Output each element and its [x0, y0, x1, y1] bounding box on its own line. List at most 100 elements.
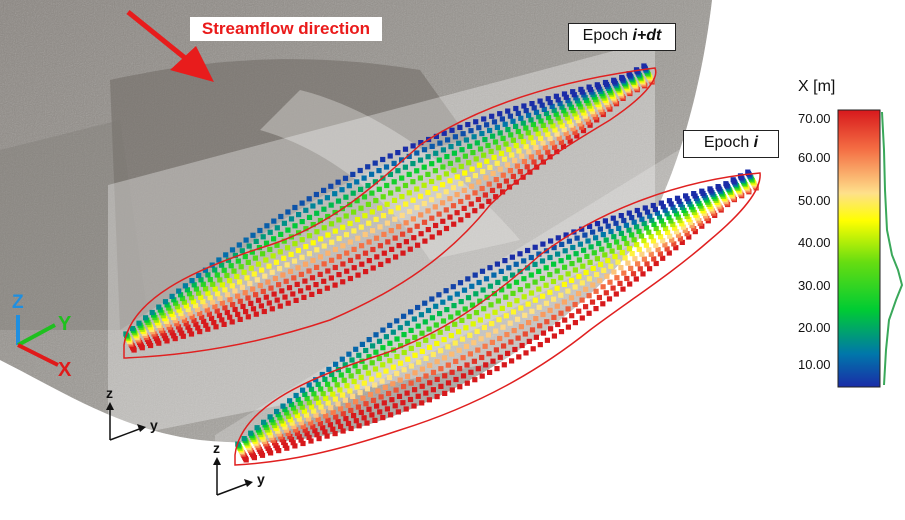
point-cloud-point — [634, 224, 640, 230]
point-cloud-point — [317, 271, 323, 277]
point-cloud-point — [536, 304, 542, 310]
point-cloud-point — [419, 400, 425, 406]
point-cloud-point — [631, 237, 637, 243]
point-cloud-point — [460, 373, 467, 379]
point-cloud-point — [497, 111, 503, 117]
point-cloud-point — [448, 333, 454, 339]
point-cloud-point — [513, 105, 519, 112]
point-cloud-point — [397, 360, 404, 366]
point-cloud-point — [310, 257, 316, 264]
point-cloud-point — [585, 119, 592, 125]
point-cloud-point — [404, 320, 410, 326]
point-cloud-point — [571, 92, 577, 98]
point-cloud-point — [561, 299, 567, 305]
point-cloud-point — [573, 95, 579, 101]
point-cloud-point — [576, 101, 582, 107]
point-cloud-point — [563, 232, 569, 238]
point-cloud-point — [212, 267, 218, 273]
point-cloud-point — [336, 254, 342, 260]
colorbar-histogram — [881, 111, 904, 386]
point-cloud-point — [169, 330, 175, 336]
point-cloud-point — [576, 257, 582, 263]
point-cloud-point — [185, 306, 191, 313]
point-cloud-point — [668, 201, 674, 207]
point-cloud-point — [469, 302, 476, 308]
point-cloud-point — [198, 294, 204, 300]
point-cloud-point — [634, 207, 640, 214]
point-cloud-point — [584, 116, 590, 122]
point-cloud-point — [310, 240, 316, 246]
point-cloud-point — [647, 213, 653, 219]
point-cloud-point — [168, 327, 174, 333]
point-cloud-point — [269, 417, 275, 423]
point-cloud-point — [229, 283, 235, 289]
point-cloud-point — [258, 303, 264, 309]
point-cloud-point — [415, 393, 421, 399]
point-cloud-point — [523, 350, 529, 356]
point-cloud-point — [397, 325, 403, 331]
point-cloud-point — [600, 301, 606, 307]
point-cloud-point — [334, 382, 340, 388]
point-cloud-point — [458, 181, 464, 187]
point-cloud-point — [600, 232, 606, 238]
point-cloud-point — [212, 304, 218, 310]
point-cloud-point — [648, 251, 654, 257]
point-cloud-point — [600, 284, 606, 290]
point-cloud-point — [468, 128, 474, 134]
point-cloud-point — [394, 354, 400, 360]
point-cloud-point — [353, 399, 359, 405]
point-cloud-point — [395, 168, 401, 174]
point-cloud-point — [440, 218, 446, 224]
point-cloud-point — [389, 397, 395, 403]
point-cloud-point — [499, 305, 505, 311]
point-cloud-point — [419, 330, 425, 336]
point-cloud-point — [299, 200, 305, 206]
point-cloud-point — [421, 201, 427, 207]
point-cloud-point — [497, 166, 503, 172]
point-cloud-point — [683, 210, 689, 217]
point-cloud-point — [321, 206, 327, 212]
point-cloud-point — [282, 424, 288, 430]
point-cloud-point — [415, 323, 421, 329]
point-cloud-point — [533, 334, 539, 340]
point-cloud-point — [255, 297, 262, 303]
point-cloud-point — [162, 316, 168, 322]
point-cloud-point — [474, 140, 480, 146]
point-cloud-point — [343, 213, 349, 219]
point-cloud-point — [308, 438, 314, 444]
point-cloud-point — [293, 297, 299, 303]
point-cloud-point — [288, 437, 295, 443]
point-cloud-point — [565, 306, 571, 312]
point-cloud-point — [313, 395, 319, 401]
point-cloud-point — [542, 127, 549, 133]
point-cloud-point — [189, 278, 195, 284]
point-cloud-point — [423, 337, 429, 343]
point-cloud-point — [380, 156, 386, 163]
point-cloud-point — [219, 262, 225, 268]
point-cloud-point — [445, 362, 451, 368]
point-cloud-point — [451, 167, 457, 173]
point-cloud-point — [556, 135, 562, 141]
point-cloud-point — [499, 116, 505, 122]
point-cloud-point — [644, 209, 651, 215]
point-cloud-point — [183, 303, 189, 309]
point-cloud-point — [521, 258, 527, 264]
point-cloud-point — [433, 133, 439, 139]
point-cloud-point — [267, 414, 273, 420]
point-cloud-point — [217, 277, 223, 283]
point-cloud-point — [430, 369, 437, 375]
point-cloud-point — [590, 265, 596, 272]
point-cloud-point — [369, 209, 375, 215]
point-cloud-point — [410, 197, 416, 203]
point-cloud-point — [383, 334, 389, 340]
point-cloud-point — [432, 168, 438, 174]
point-cloud-point — [464, 362, 470, 368]
point-cloud-point — [616, 244, 622, 250]
point-cloud-point — [489, 321, 495, 327]
point-cloud-point — [396, 224, 402, 230]
point-cloud-point — [178, 292, 184, 298]
point-cloud-point — [579, 107, 585, 113]
point-cloud-point — [569, 313, 575, 319]
colorbar-tick-10: 10.00 — [798, 357, 831, 372]
point-cloud-point — [363, 401, 369, 407]
